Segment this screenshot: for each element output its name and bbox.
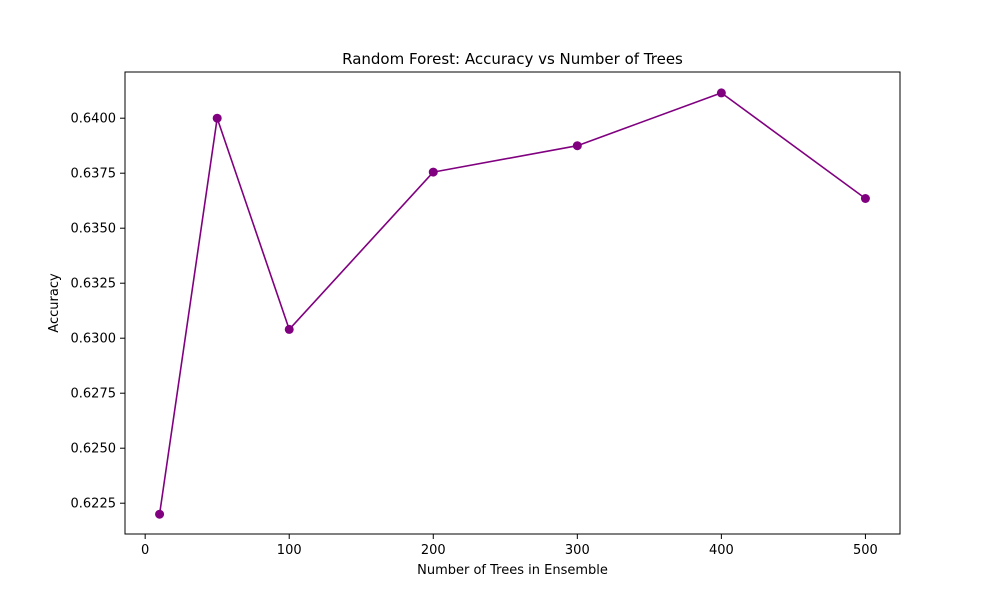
x-axis-title: Number of Trees in Ensemble	[417, 563, 608, 578]
data-point	[428, 167, 438, 177]
data-point	[572, 141, 582, 151]
chart-title: Random Forest: Accuracy vs Number of Tre…	[342, 50, 683, 68]
x-tick-label: 500	[853, 543, 878, 558]
x-axis-ticks: 0 100 200 300 400 500	[141, 534, 878, 558]
data-point	[284, 324, 294, 334]
y-tick-label: 0.6225	[71, 497, 117, 512]
x-tick-label: 0	[141, 543, 149, 558]
y-tick-label: 0.6275	[71, 387, 117, 402]
data-point	[212, 113, 222, 123]
series-layer	[155, 88, 870, 519]
y-tick-label: 0.6375	[71, 167, 117, 182]
plot-frame	[124, 71, 901, 535]
y-tick-label: 0.6300	[71, 332, 117, 347]
y-tick-label: 0.6325	[71, 277, 117, 292]
y-tick-label: 0.6250	[71, 442, 117, 457]
y-tick-label: 0.6400	[71, 112, 117, 127]
y-axis-ticks: 0.6225 0.6250 0.6275 0.6300 0.6325 0.6350 0.63…	[71, 112, 125, 512]
data-point	[716, 88, 726, 98]
data-point	[860, 194, 870, 203]
x-tick-label: 300	[565, 543, 590, 558]
data-point	[155, 509, 165, 519]
x-tick-label: 200	[421, 543, 446, 558]
y-axis-title: Accuracy	[47, 273, 62, 333]
x-tick-label: 400	[709, 543, 734, 558]
y-tick-label: 0.6350	[71, 222, 117, 237]
x-tick-label: 100	[277, 543, 302, 558]
